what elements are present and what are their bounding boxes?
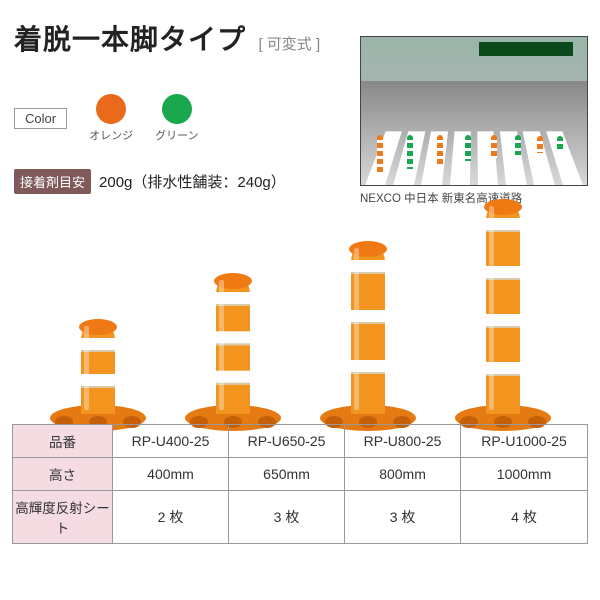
reference-photo (360, 36, 588, 186)
mini-cone (437, 135, 443, 165)
cell-model: RP-U650-25 (229, 425, 345, 458)
page-title: 着脱一本脚タイプ (14, 24, 246, 55)
cell-sheets: 3 枚 (345, 491, 461, 544)
adhesive-label: 接着剤目安 (14, 169, 91, 194)
mini-cone (377, 135, 383, 173)
cone-column (300, 234, 435, 432)
row-label-height: 高さ (13, 458, 113, 491)
mini-cone (491, 135, 497, 158)
cone-icon (38, 312, 158, 432)
cell-sheets: 3 枚 (229, 491, 345, 544)
cell-height: 800mm (345, 458, 461, 491)
row-label-sheets: 高輝度反射シート (13, 491, 113, 544)
color-swatch (96, 94, 126, 124)
color-label: Color (14, 108, 67, 129)
adhesive-text: 200g（排水性舗装：240g） (99, 171, 286, 192)
spec-table: 品番RP-U400-25RP-U650-25RP-U800-25RP-U1000… (12, 424, 588, 544)
color-name: オレンジ (89, 127, 133, 143)
cone-illustrations (30, 192, 570, 432)
cell-model: RP-U400-25 (113, 425, 229, 458)
cell-sheets: 4 枚 (461, 491, 588, 544)
photo-box: NEXCO 中日本 新東名高速道路 (360, 36, 588, 206)
color-item: オレンジ (89, 94, 133, 143)
cell-height: 650mm (229, 458, 345, 491)
cone-column (165, 266, 300, 432)
color-name: グリーン (155, 127, 198, 143)
cone-icon (308, 234, 428, 432)
cone-column (30, 312, 165, 432)
cone-icon (443, 192, 563, 432)
row-label-model: 品番 (13, 425, 113, 458)
color-item: グリーン (155, 94, 198, 143)
cone-column (435, 192, 570, 432)
page-subtitle: [ 可変式 ] (258, 36, 320, 53)
cell-sheets: 2 枚 (113, 491, 229, 544)
mini-cone (515, 135, 521, 155)
cone-icon (173, 266, 293, 432)
cell-model: RP-U800-25 (345, 425, 461, 458)
mini-cone (407, 135, 413, 169)
cell-height: 1000mm (461, 458, 588, 491)
color-swatch (162, 94, 192, 124)
mini-cone (537, 136, 543, 153)
cell-height: 400mm (113, 458, 229, 491)
mini-cone (557, 136, 563, 151)
cell-model: RP-U1000-25 (461, 425, 588, 458)
mini-cone (465, 135, 471, 161)
